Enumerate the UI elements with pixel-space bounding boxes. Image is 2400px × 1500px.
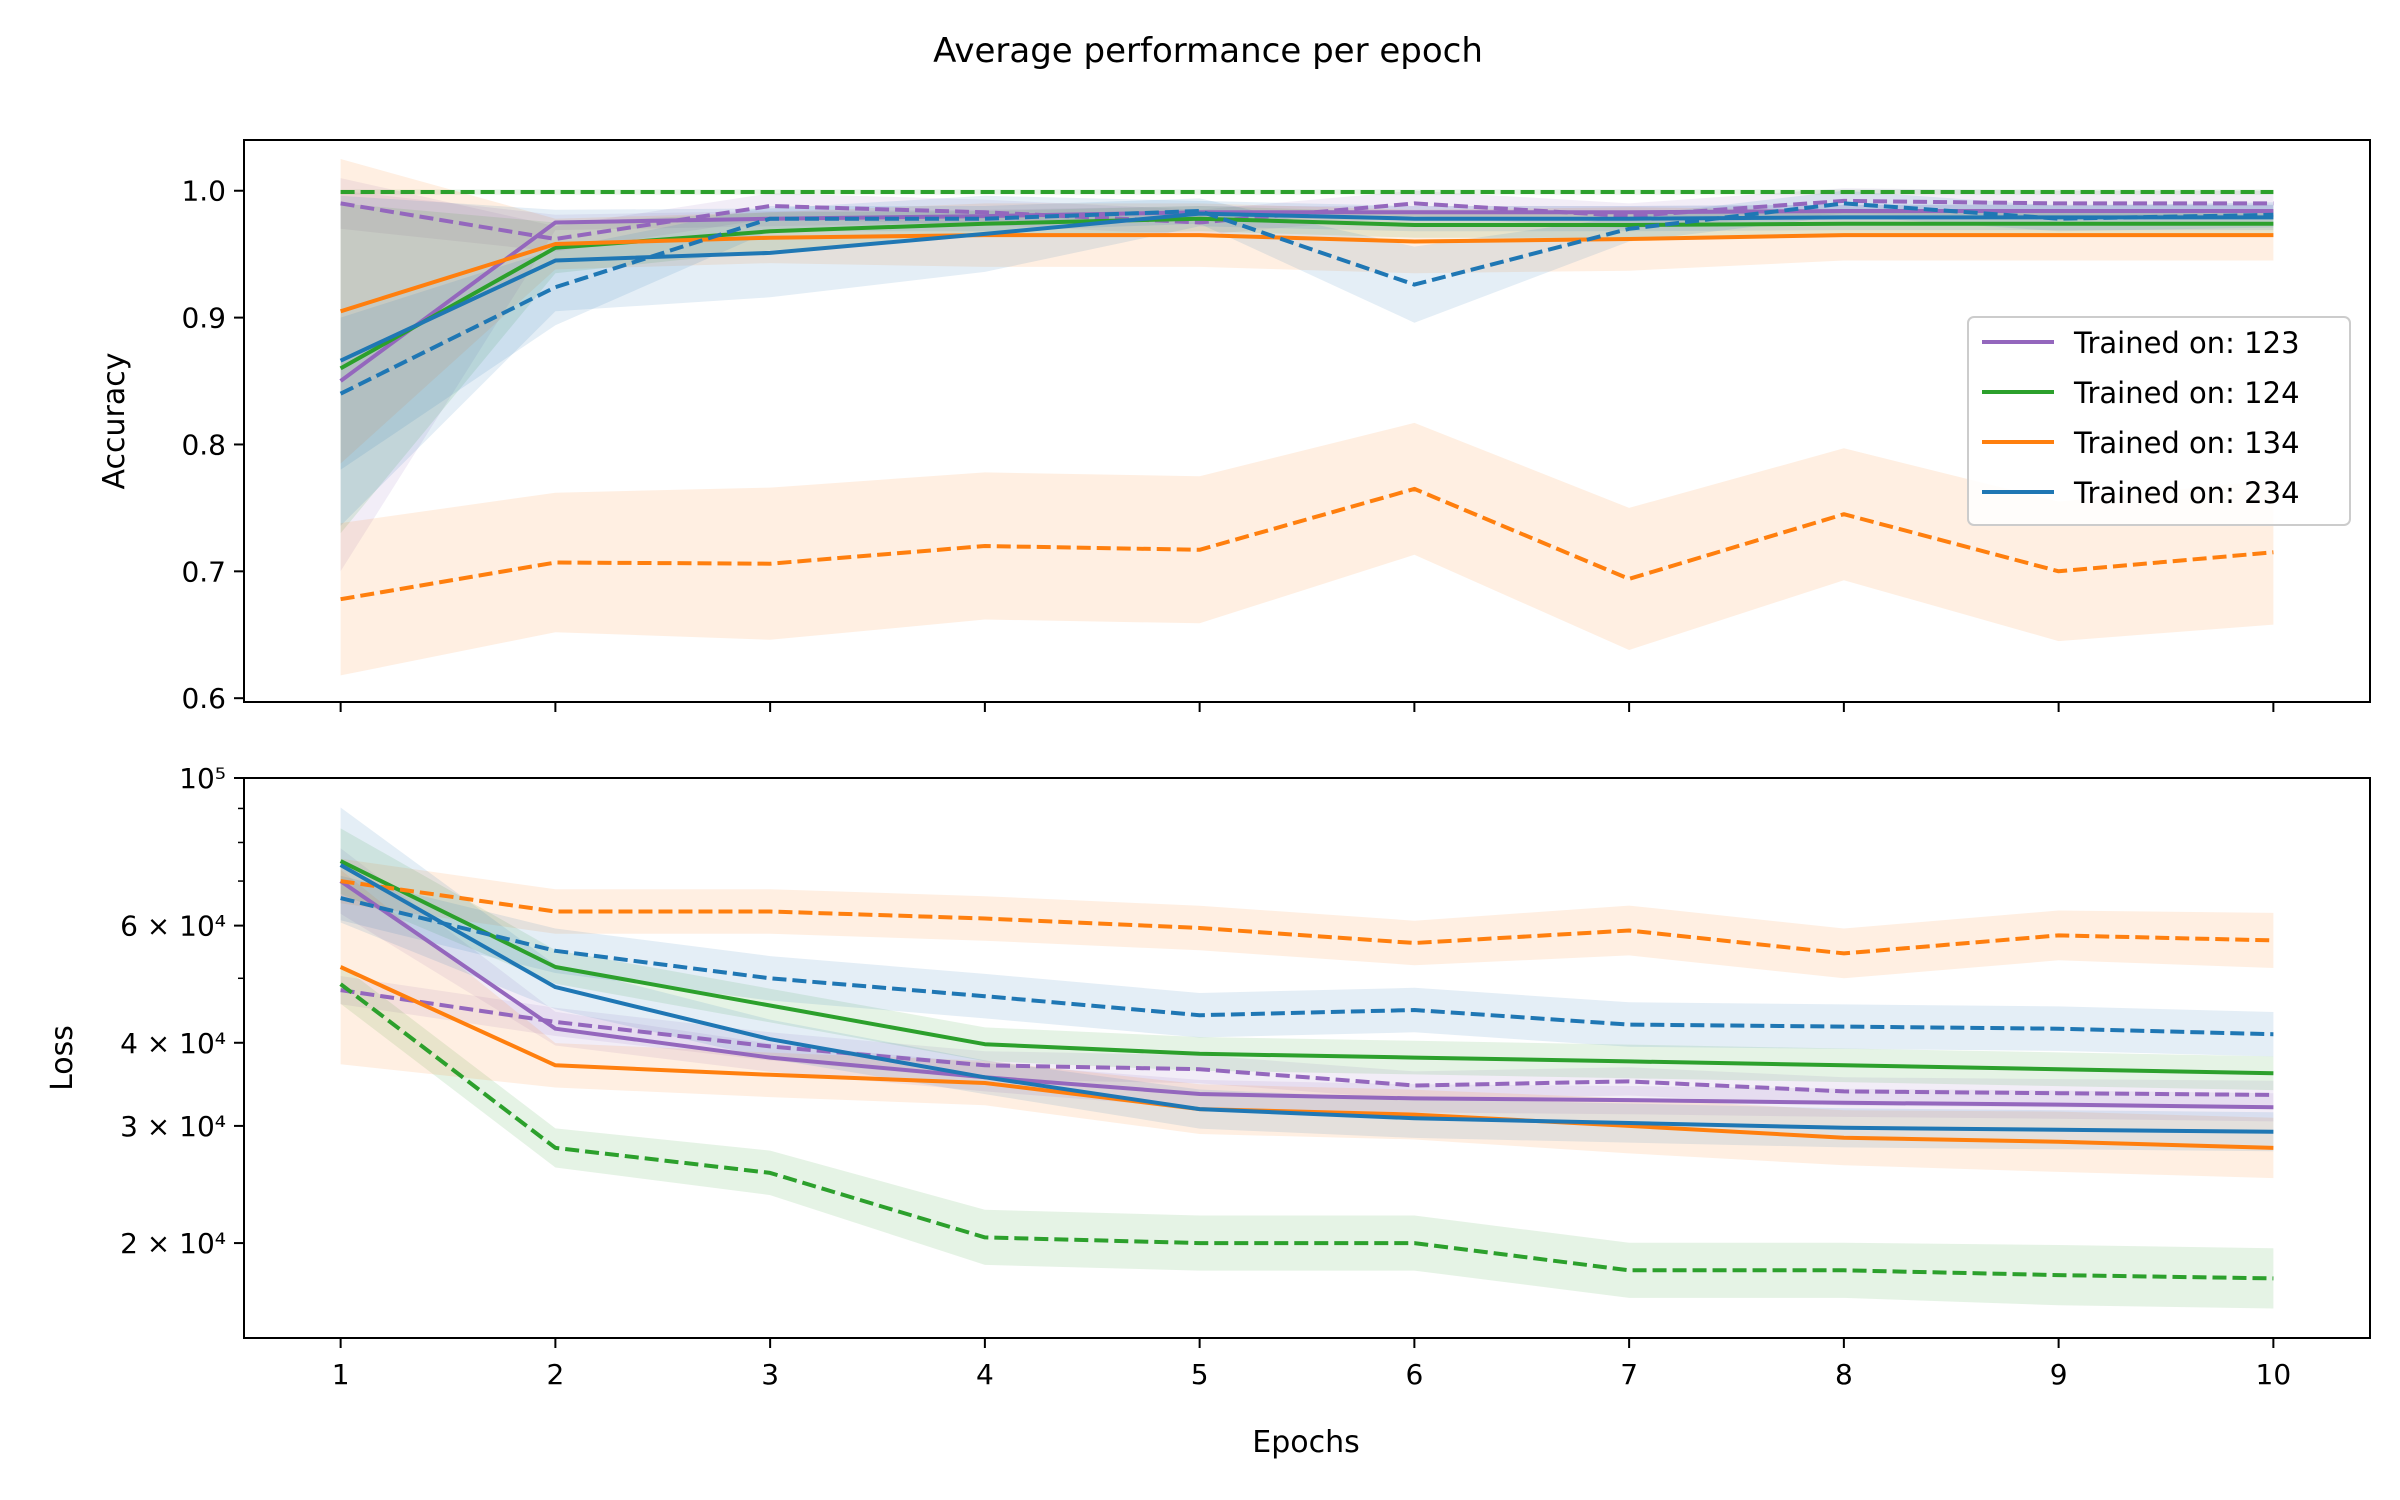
loss-x-tick-label: 10 bbox=[2256, 1358, 2292, 1391]
loss-line-124-solid bbox=[339, 859, 2274, 1076]
loss-y-tick-label: 3 × 10⁴ bbox=[120, 1110, 226, 1143]
accuracy-y-tick-label: 1.0 bbox=[181, 175, 226, 208]
loss-x-tick-label: 6 bbox=[1405, 1358, 1423, 1391]
legend-box bbox=[1967, 316, 2351, 526]
legend-entry-124: Trained on: 124 bbox=[2073, 376, 2300, 410]
legend-entry-234: Trained on: 234 bbox=[2073, 476, 2300, 510]
accuracy-y-tick-label: 0.7 bbox=[181, 555, 226, 588]
accuracy-y-tick-label: 0.8 bbox=[181, 428, 226, 461]
accuracy-y-label: Accuracy bbox=[97, 353, 132, 490]
loss-line-234-dashed bbox=[340, 896, 2274, 1037]
loss-y-tick-label: 10⁵ bbox=[179, 762, 226, 795]
loss-line-234-solid bbox=[339, 863, 2274, 1134]
loss-x-tick-label: 7 bbox=[1620, 1358, 1638, 1391]
loss-x-label: Epochs bbox=[1252, 1425, 1360, 1460]
accuracy-y-tick-label: 0.9 bbox=[181, 302, 226, 335]
accuracy-line-134-solid bbox=[340, 233, 2274, 314]
loss-line-123-solid bbox=[339, 879, 2274, 1110]
loss-y-label: Loss bbox=[45, 1025, 80, 1091]
accuracy-lines bbox=[339, 190, 2274, 602]
accuracy-y-tick-label: 0.6 bbox=[181, 682, 226, 715]
legend-entry-134: Trained on: 134 bbox=[2073, 426, 2300, 460]
accuracy-band-234-solid bbox=[340, 195, 2274, 526]
loss-y-tick-label: 2 × 10⁴ bbox=[120, 1227, 226, 1260]
loss-x-ticks: 1 2 3 4 5 6 7 8 9 10 bbox=[332, 1338, 2291, 1391]
loss-band-134-solid bbox=[340, 869, 2274, 1179]
accuracy-line-234-solid bbox=[339, 211, 2274, 363]
loss-line-124-dashed bbox=[339, 982, 2274, 1281]
loss-band-124-solid bbox=[340, 828, 2274, 1091]
figure-title: Average performance per epoch bbox=[933, 31, 1483, 71]
loss-band-234-solid bbox=[340, 807, 2274, 1152]
loss-lines bbox=[339, 859, 2274, 1281]
accuracy-y-ticks: 0.6 0.7 0.8 0.9 1.0 bbox=[181, 175, 244, 715]
loss-x-tick-label: 8 bbox=[1835, 1358, 1853, 1391]
loss-x-tick-label: 4 bbox=[976, 1358, 994, 1391]
legend-entry-123: Trained on: 123 bbox=[2073, 326, 2300, 360]
accuracy-line-123-dashed bbox=[340, 198, 2274, 241]
loss-x-tick-label: 1 bbox=[332, 1358, 350, 1391]
legend: Trained on: 123 Trained on: 124 Trained … bbox=[1967, 316, 2351, 526]
loss-x-tick-label: 9 bbox=[2050, 1358, 2068, 1391]
loss-band-234-dashed bbox=[340, 875, 2274, 1057]
loss-panel: 2 × 10⁴ 3 × 10⁴ 4 × 10⁴ 6 × 10⁴ 10⁵ 1 2 3 4 5 6 7 8… bbox=[45, 762, 2371, 1460]
loss-band-123-dashed bbox=[340, 976, 2274, 1109]
loss-x-tick-label: 5 bbox=[1191, 1358, 1209, 1391]
loss-y-ticks: 2 × 10⁴ 3 × 10⁴ 4 × 10⁴ 6 × 10⁴ 10⁵ bbox=[120, 762, 244, 1260]
accuracy-band-134-dashed bbox=[340, 422, 2274, 676]
loss-x-tick-label: 2 bbox=[546, 1358, 564, 1391]
accuracy-panel: 0.6 0.7 0.8 0.9 1.0 Accuracy Trained on: 123… bbox=[97, 139, 2371, 715]
loss-x-tick-label: 3 bbox=[761, 1358, 779, 1391]
loss-line-123-dashed bbox=[340, 988, 2274, 1097]
loss-y-tick-label: 4 × 10⁴ bbox=[120, 1027, 226, 1060]
accuracy-axes-frame bbox=[243, 139, 2371, 703]
loss-line-134-dashed bbox=[340, 879, 2274, 956]
accuracy-x-ticks bbox=[339, 702, 2275, 712]
loss-y-tick-label: 6 × 10⁴ bbox=[120, 910, 226, 943]
accuracy-line-234-dashed bbox=[339, 201, 2274, 396]
accuracy-band-123-solid bbox=[340, 190, 2274, 572]
accuracy-line-134-dashed bbox=[340, 486, 2274, 602]
loss-axes-frame bbox=[243, 777, 2371, 1339]
